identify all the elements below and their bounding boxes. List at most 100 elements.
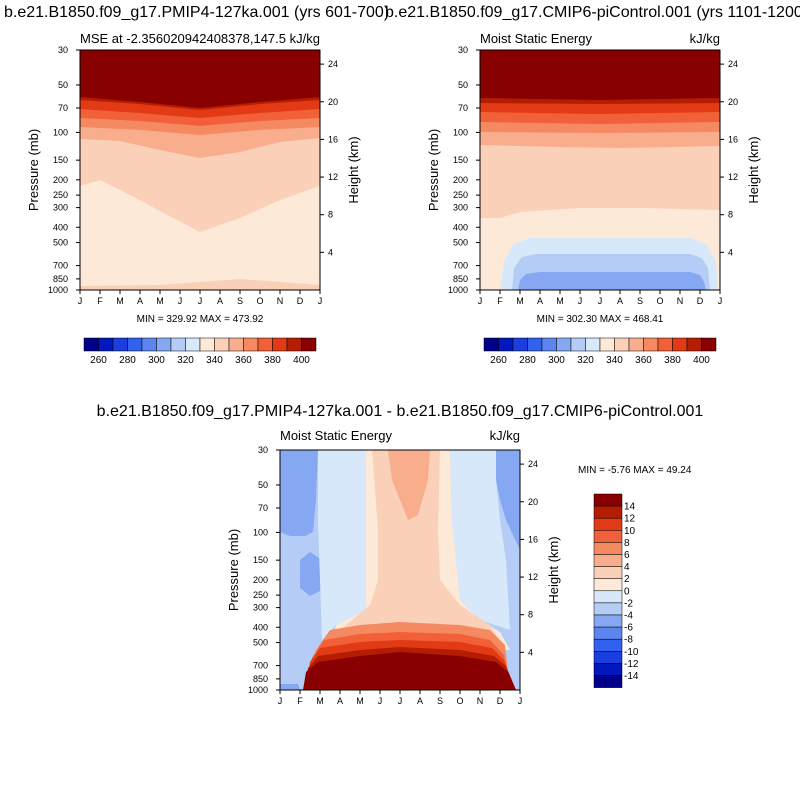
colorbar-box	[156, 337, 172, 352]
colorbar-label: 14	[624, 502, 636, 513]
colorbar-label: -14	[624, 671, 639, 682]
x-tick-label: M	[516, 296, 524, 306]
colorbar-box	[83, 337, 99, 352]
colorbar-box	[570, 337, 586, 352]
colorbar-box	[498, 337, 514, 352]
x-tick-label: J	[718, 296, 723, 306]
y-tick-label: 1000	[248, 685, 268, 695]
y-tick-label: 100	[453, 127, 468, 137]
colorbar-box	[657, 337, 673, 352]
y-right-tick-label: 12	[728, 172, 738, 182]
colorbar-box	[614, 337, 630, 352]
x-tick-label: J	[518, 696, 523, 706]
x-tick-label: M	[356, 696, 364, 706]
colorbar-box	[556, 337, 572, 352]
colorbar-label: 360	[635, 355, 652, 366]
contour-neg6-left	[280, 450, 318, 536]
y-tick-label: 70	[258, 503, 268, 513]
colorbar-label: 300	[548, 355, 565, 366]
colorbar-box	[170, 337, 186, 352]
contour-neg6-corner	[280, 684, 300, 690]
panel-2-title: b.e21.B1850.f09_g17.CMIP6-piControl.001 …	[385, 4, 800, 21]
x-tick-label: F	[97, 296, 103, 306]
contour-400	[480, 50, 720, 100]
colorbar-box	[593, 493, 623, 507]
colorbar-label: 380	[664, 355, 681, 366]
x-tick-label: S	[637, 296, 643, 306]
colorbar-label: 300	[148, 355, 165, 366]
colorbar-box	[593, 614, 623, 628]
colorbar-box	[593, 566, 623, 579]
colorbar-label: 280	[119, 355, 136, 366]
colorbar-box	[593, 554, 623, 567]
colorbar-box	[228, 337, 244, 352]
y-tick-label: 200	[453, 175, 468, 185]
y-tick-label: 150	[53, 155, 68, 165]
colorbar-box	[628, 337, 644, 352]
y-tick-label: 30	[258, 445, 268, 455]
x-tick-label: A	[337, 696, 343, 706]
colorbar-box	[512, 337, 528, 352]
colorbar-label: 8	[624, 538, 630, 549]
contour-2	[330, 450, 505, 650]
y-right-tick-label: 8	[728, 210, 733, 220]
contour-14	[303, 652, 516, 690]
y-tick-label: 70	[458, 103, 468, 113]
panel-1-axes: J F M A M J J A S O N D J 30 50 70 100 150 200 250 300 400 500…	[48, 45, 338, 306]
contour-neg6-left-lower	[300, 552, 322, 596]
y-right-tick-label: 8	[528, 610, 533, 620]
y-tick-label: 850	[253, 674, 268, 684]
panel-1-right-string: kJ/kg	[290, 31, 320, 46]
panel-3-right-string: kJ/kg	[490, 428, 520, 443]
panel-2-left-string: Moist Static Energy	[480, 31, 592, 46]
contour-surface	[80, 279, 320, 290]
colorbar-box	[593, 505, 623, 519]
x-tick-label: S	[237, 296, 243, 306]
colorbar-box	[112, 337, 128, 352]
colorbar-box	[593, 602, 623, 616]
y-tick-label: 500	[453, 238, 468, 248]
x-tick-label: J	[378, 696, 383, 706]
x-tick-label: M	[556, 296, 564, 306]
y-right-tick-label: 16	[328, 134, 338, 144]
y-tick-label: 300	[53, 203, 68, 213]
x-tick-label: J	[398, 696, 403, 706]
y-right-tick-label: 16	[528, 534, 538, 544]
colorbar-box	[98, 337, 114, 352]
colorbar-label: -4	[624, 611, 633, 622]
y-right-tick-label: 4	[328, 247, 333, 257]
panel-3-left-string: Moist Static Energy	[280, 428, 392, 443]
colorbar-box	[593, 542, 623, 555]
colorbar-box	[141, 337, 157, 352]
panel-2-ylabel-right: Height (km)	[746, 136, 761, 203]
y-right-tick-label: 16	[728, 134, 738, 144]
colorbar-label: 260	[90, 355, 107, 366]
x-tick-label: A	[617, 296, 623, 306]
y-tick-label: 250	[453, 190, 468, 200]
y-tick-label: 100	[53, 127, 68, 137]
colorbar-label: 260	[490, 355, 507, 366]
colorbar-box	[599, 337, 615, 352]
x-tick-label: A	[137, 296, 143, 306]
panel-2-right-string: kJ/kg	[690, 31, 720, 46]
x-tick-label: J	[598, 296, 603, 306]
y-right-tick-label: 24	[728, 59, 738, 69]
y-tick-label: 400	[53, 222, 68, 232]
panel-3-ylabel: Pressure (mb)	[226, 529, 241, 611]
colorbar-label: 10	[624, 526, 636, 537]
y-right-tick-label: 8	[328, 210, 333, 220]
colorbar-box	[541, 337, 557, 352]
colorbar-box	[701, 337, 717, 352]
x-tick-label: D	[697, 296, 704, 306]
panel-picontrol: b.e21.B1850.f09_g17.CMIP6-piControl.001 …	[385, 4, 800, 366]
y-tick-label: 150	[453, 155, 468, 165]
colorbar-box	[593, 578, 623, 592]
y-tick-label: 400	[453, 222, 468, 232]
y-tick-label: 250	[253, 590, 268, 600]
panel-2-colorbar: 260 280 300 320 340 360 380 400	[483, 337, 717, 366]
contour-neg2-right	[450, 450, 510, 630]
y-tick-label: 30	[58, 45, 68, 55]
colorbar-label: 320	[177, 355, 194, 366]
x-tick-label: A	[217, 296, 223, 306]
